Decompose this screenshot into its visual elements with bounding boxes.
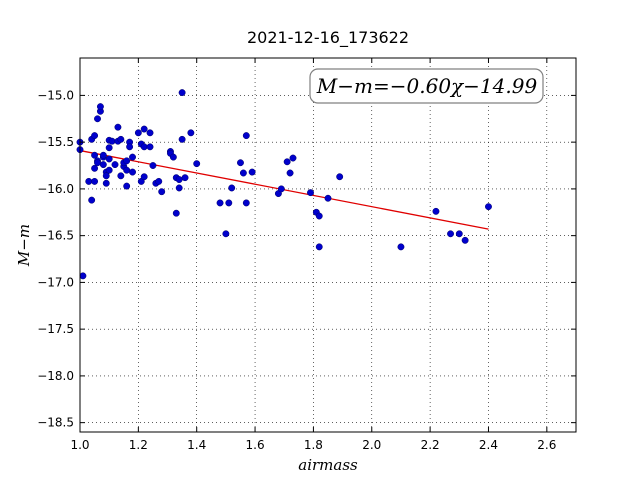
data-point — [289, 154, 297, 162]
x-tick-label: 2.4 — [479, 438, 498, 452]
data-point — [155, 177, 163, 185]
y-tick-label: −15.5 — [37, 135, 74, 149]
data-point — [91, 132, 99, 140]
data-point — [140, 173, 148, 181]
data-point — [248, 168, 256, 176]
x-tick-label: 1.2 — [129, 438, 148, 452]
data-point — [123, 182, 131, 190]
data-point — [108, 137, 116, 145]
data-point — [146, 143, 154, 151]
data-point — [169, 153, 177, 161]
data-point — [455, 230, 463, 238]
data-point — [485, 203, 492, 211]
data-point — [126, 143, 134, 151]
data-point — [178, 135, 186, 143]
data-point — [129, 168, 136, 176]
data-point — [88, 196, 96, 204]
data-point — [102, 179, 110, 187]
gridlines — [79, 58, 576, 432]
x-tick-label: 1.0 — [70, 438, 89, 452]
data-point — [123, 166, 131, 174]
data-point — [134, 129, 142, 137]
data-point — [91, 151, 99, 159]
data-point — [129, 153, 136, 161]
data-point — [146, 129, 154, 137]
y-tick-label: −18.0 — [37, 369, 74, 383]
data-point — [111, 161, 119, 169]
data-point — [222, 230, 230, 238]
data-point — [79, 272, 87, 280]
data-point — [432, 207, 440, 215]
data-point — [242, 132, 250, 140]
data-point — [102, 172, 110, 180]
data-point — [99, 151, 107, 159]
data-point — [324, 194, 332, 202]
x-tick-label: 2.2 — [421, 438, 440, 452]
y-tick-label: −16.5 — [37, 229, 74, 243]
data-point — [105, 166, 113, 174]
data-point — [172, 209, 180, 217]
data-point — [181, 174, 189, 182]
x-tick-label: 1.4 — [187, 438, 206, 452]
chart-title: 2021-12-16_173622 — [247, 28, 409, 48]
data-point — [105, 155, 113, 163]
data-point — [397, 243, 405, 251]
data-point — [91, 177, 99, 185]
data-point — [315, 243, 323, 251]
data-point — [283, 158, 291, 166]
x-tick-label: 2.0 — [362, 438, 381, 452]
data-point — [307, 189, 314, 197]
data-point — [117, 172, 125, 180]
x-tick-label: 2.6 — [537, 438, 556, 452]
data-point — [94, 115, 101, 123]
y-axis-label: M−m — [15, 224, 33, 267]
data-point — [216, 199, 224, 207]
data-point — [158, 188, 166, 196]
data-point — [91, 164, 99, 172]
data-point — [99, 161, 107, 169]
data-point — [193, 160, 201, 168]
data-point — [94, 159, 101, 167]
data-point — [225, 199, 233, 207]
data-point — [336, 173, 344, 181]
data-point — [175, 184, 183, 192]
y-tick-label: −15.0 — [37, 88, 74, 102]
data-point — [187, 129, 195, 137]
data-point — [286, 169, 294, 177]
data-point — [228, 184, 236, 192]
data-point — [315, 212, 323, 220]
x-axis-label: airmass — [298, 456, 358, 474]
data-point — [140, 143, 148, 151]
data-point — [123, 157, 131, 165]
data-point — [447, 230, 454, 238]
data-point — [114, 123, 122, 131]
x-tick-label: 1.8 — [304, 438, 323, 452]
x-tick-label: 1.6 — [246, 438, 265, 452]
data-point — [239, 169, 247, 177]
data-point — [461, 236, 469, 244]
data-point — [178, 89, 186, 97]
data-point — [277, 185, 285, 193]
plot-frame — [79, 57, 577, 433]
y-tick-label: −18.5 — [37, 416, 74, 430]
data-point — [140, 125, 148, 133]
fit-equation-annotation: M−m=−0.60χ−14.99 — [316, 74, 538, 98]
y-tick-label: −16.0 — [37, 182, 74, 196]
y-tick-label: −17.0 — [37, 275, 74, 289]
data-points — [76, 89, 492, 280]
axis-ticks: 1.0 1.2 1.4 1.6 1.8 2.0 2.2 2.4 2.6 −15.0 −15.5 −16… — [37, 58, 576, 452]
data-point — [117, 135, 125, 143]
data-point — [96, 103, 104, 111]
y-tick-label: −17.5 — [37, 322, 74, 336]
data-point — [175, 176, 183, 184]
annotation-box — [309, 68, 544, 104]
data-point — [105, 144, 113, 152]
data-point — [242, 199, 250, 207]
data-point — [85, 177, 93, 185]
data-point — [237, 159, 244, 167]
data-point — [149, 162, 157, 169]
